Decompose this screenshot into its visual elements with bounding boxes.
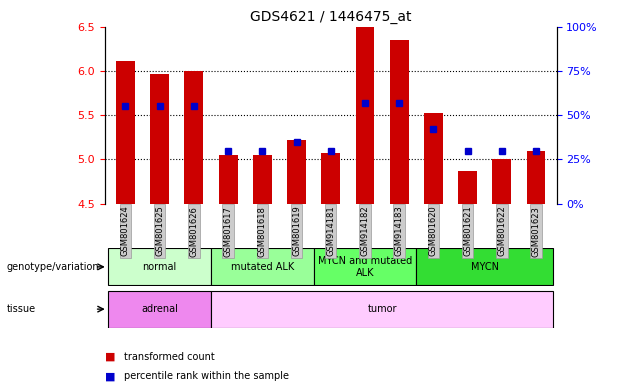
Text: MYCN and mutated
ALK: MYCN and mutated ALK [318, 256, 412, 278]
Bar [211, 248, 314, 285]
Bar [116, 61, 135, 204]
Bar [253, 155, 272, 204]
Bar [211, 291, 553, 328]
Text: mutated ALK: mutated ALK [231, 262, 294, 272]
Bar [108, 248, 211, 285]
Bar [321, 153, 340, 204]
Text: tumor: tumor [367, 304, 397, 314]
Text: tissue: tissue [6, 304, 36, 314]
Bar [108, 291, 211, 328]
Bar [424, 113, 443, 204]
Text: percentile rank within the sample: percentile rank within the sample [124, 371, 289, 381]
Bar [150, 74, 169, 204]
Bar [416, 248, 553, 285]
Bar [390, 40, 408, 204]
Text: GSM801624: GSM801624 [121, 206, 130, 257]
Bar [287, 140, 306, 204]
Text: GSM801626: GSM801626 [190, 206, 198, 257]
Bar [184, 71, 204, 204]
Text: ■: ■ [105, 371, 116, 381]
Bar [219, 155, 237, 204]
Text: GSM801618: GSM801618 [258, 206, 266, 257]
Text: GSM801622: GSM801622 [497, 206, 506, 257]
Text: GSM914183: GSM914183 [395, 206, 404, 257]
Text: transformed count: transformed count [124, 352, 215, 362]
Text: GSM914181: GSM914181 [326, 206, 335, 257]
Text: GSM914182: GSM914182 [361, 206, 370, 257]
Text: adrenal: adrenal [141, 304, 178, 314]
Text: normal: normal [142, 262, 177, 272]
Text: GSM801623: GSM801623 [532, 206, 541, 257]
Bar [527, 151, 546, 204]
Bar [492, 159, 511, 204]
Text: genotype/variation: genotype/variation [6, 262, 99, 272]
Text: GSM801619: GSM801619 [292, 206, 301, 257]
Text: ■: ■ [105, 352, 116, 362]
Text: GSM801620: GSM801620 [429, 206, 438, 257]
Title: GDS4621 / 1446475_at: GDS4621 / 1446475_at [250, 10, 411, 25]
Text: MYCN: MYCN [471, 262, 499, 272]
Bar [314, 248, 416, 285]
Bar [458, 171, 477, 204]
Text: GSM801617: GSM801617 [224, 206, 233, 257]
Text: GSM801621: GSM801621 [463, 206, 472, 257]
Text: GSM801625: GSM801625 [155, 206, 164, 257]
Bar [356, 27, 375, 204]
